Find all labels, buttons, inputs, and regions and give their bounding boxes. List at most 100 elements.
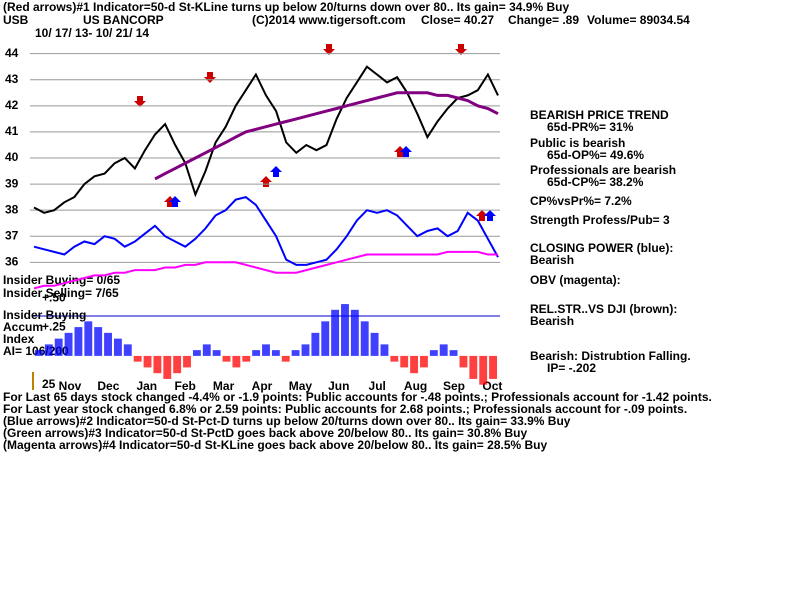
accum-bar bbox=[429, 350, 438, 356]
accum-bar bbox=[449, 350, 458, 356]
sidebar-text: Bearish: Distrubtion Falling. bbox=[530, 349, 691, 363]
accum-bar bbox=[64, 332, 73, 356]
y-tick-label: 39 bbox=[5, 176, 19, 190]
series-line bbox=[33, 196, 499, 266]
accum-bar bbox=[84, 321, 93, 356]
sidebar-text: CP%vsPr%= 7.2% bbox=[530, 194, 632, 208]
y-tick-label: 38 bbox=[5, 202, 19, 216]
footer-line: (Blue arrows)#2 Indicator=50-d St-Pct-D … bbox=[3, 414, 571, 428]
y-tick-label: 44 bbox=[5, 46, 19, 60]
company: US BANCORP bbox=[83, 13, 164, 27]
sidebar-text: Bearish bbox=[530, 253, 574, 267]
close: Close= 40.27 bbox=[421, 13, 494, 27]
sidebar-text: 65d-CP%= 38.2% bbox=[547, 175, 644, 189]
x-tick-label: Jul bbox=[369, 379, 386, 393]
series-line bbox=[33, 65, 499, 214]
accum-bar bbox=[350, 309, 359, 356]
accum-bar bbox=[291, 350, 300, 356]
accum-bar bbox=[459, 355, 468, 368]
accum-bar bbox=[252, 350, 261, 356]
x-tick-label: Apr bbox=[252, 379, 273, 393]
x-tick-label: Nov bbox=[59, 379, 82, 393]
x-tick-label: Dec bbox=[97, 379, 119, 393]
accum-bar bbox=[74, 327, 83, 356]
accum-bar bbox=[163, 355, 172, 379]
x-tick-label: May bbox=[289, 379, 313, 393]
accum-bar bbox=[262, 344, 270, 356]
accum-bar bbox=[479, 355, 488, 385]
sidebar-text: REL.STR..VS DJI (brown): bbox=[530, 302, 677, 316]
accum-bar bbox=[439, 344, 448, 356]
change: Change= .89 bbox=[508, 13, 579, 27]
insider-text: Insider Buying bbox=[3, 308, 86, 322]
accum-bar bbox=[222, 355, 231, 362]
accum-bar bbox=[380, 344, 389, 356]
x-tick-label: Feb bbox=[175, 379, 196, 393]
accum-bar bbox=[301, 344, 310, 356]
accum-bar bbox=[410, 355, 419, 374]
y-tick-label: 43 bbox=[5, 72, 19, 86]
y-tick-label: 42 bbox=[5, 98, 19, 112]
accum-bar bbox=[400, 355, 409, 368]
x-tick-label: Mar bbox=[213, 379, 235, 393]
accum-bar bbox=[54, 338, 63, 356]
copyright: (C)2014 www.tigersoft.com bbox=[252, 13, 406, 27]
accum-bar bbox=[281, 355, 290, 362]
footer-line: For Last 65 days stock changed -4.4% or … bbox=[3, 390, 712, 404]
sidebar-text: 65d-OP%= 49.6% bbox=[547, 148, 644, 162]
accum-label: Accum bbox=[3, 320, 43, 334]
footer-line: (Magenta arrows)#4 Indicator=50-d St-KLi… bbox=[3, 438, 547, 452]
x-tick-label: Jun bbox=[328, 379, 349, 393]
accum-bar bbox=[341, 304, 349, 356]
accum-bar bbox=[153, 355, 162, 374]
y-tick-label: +.50 bbox=[42, 290, 66, 304]
sidebar-text: OBV (magenta): bbox=[530, 273, 621, 287]
sidebar-text: Professionals are bearish bbox=[530, 163, 676, 177]
accum-bar bbox=[271, 350, 280, 356]
accum-bar bbox=[232, 355, 241, 368]
sidebar-text: Bearish bbox=[530, 314, 574, 328]
y-tick-label: 37 bbox=[5, 228, 19, 242]
accum-bar bbox=[212, 350, 221, 356]
index-label: Index bbox=[3, 332, 35, 346]
header-line: (Red arrows)#1 Indicator=50-d St-KLine t… bbox=[3, 0, 569, 14]
footer-line: For Last year stock changed 6.8% or 2.59… bbox=[3, 402, 687, 416]
x-tick-label: Jan bbox=[136, 379, 157, 393]
accum-bar bbox=[390, 355, 399, 362]
y-tick-label: 40 bbox=[5, 150, 19, 164]
accum-bar bbox=[420, 355, 428, 368]
sidebar-text: IP= -.202 bbox=[547, 361, 596, 375]
accum-bar bbox=[183, 355, 191, 368]
accum-bar bbox=[360, 321, 369, 356]
series-line bbox=[33, 250, 498, 290]
y-tick-label: 36 bbox=[5, 254, 19, 268]
accum-bar bbox=[192, 350, 201, 356]
x-tick-label: Oct bbox=[482, 379, 502, 393]
accum-bar bbox=[104, 332, 112, 356]
accum-bar bbox=[44, 344, 53, 356]
date-range: 10/ 17/ 13- 10/ 21/ 14 bbox=[35, 26, 149, 40]
sidebar-text: Public is bearish bbox=[530, 136, 625, 150]
accum-bar bbox=[123, 344, 132, 356]
accum-bar bbox=[321, 321, 330, 356]
symbol: USB bbox=[3, 13, 29, 27]
accum-bar bbox=[133, 355, 142, 362]
accum-bar bbox=[94, 327, 103, 356]
sidebar-text: 65d-PR%= 31% bbox=[547, 120, 634, 134]
series-line bbox=[154, 91, 499, 181]
footer-line: (Green arrows)#3 Indicator=50-d St-PctD … bbox=[3, 426, 528, 440]
arrows bbox=[169, 146, 496, 221]
accum-bar bbox=[489, 355, 497, 379]
sidebar-text: CLOSING POWER (blue): bbox=[530, 241, 673, 255]
accum-bar bbox=[331, 309, 340, 356]
accum-bar bbox=[202, 344, 211, 356]
y-tick-label: 25 bbox=[42, 377, 56, 391]
volume: Volume= 89034.54 bbox=[587, 13, 690, 27]
accum-bar bbox=[35, 350, 43, 356]
sidebar-text: BEARISH PRICE TREND bbox=[530, 108, 669, 122]
x-tick-label: Aug bbox=[404, 379, 427, 393]
accum-bar bbox=[143, 355, 152, 368]
